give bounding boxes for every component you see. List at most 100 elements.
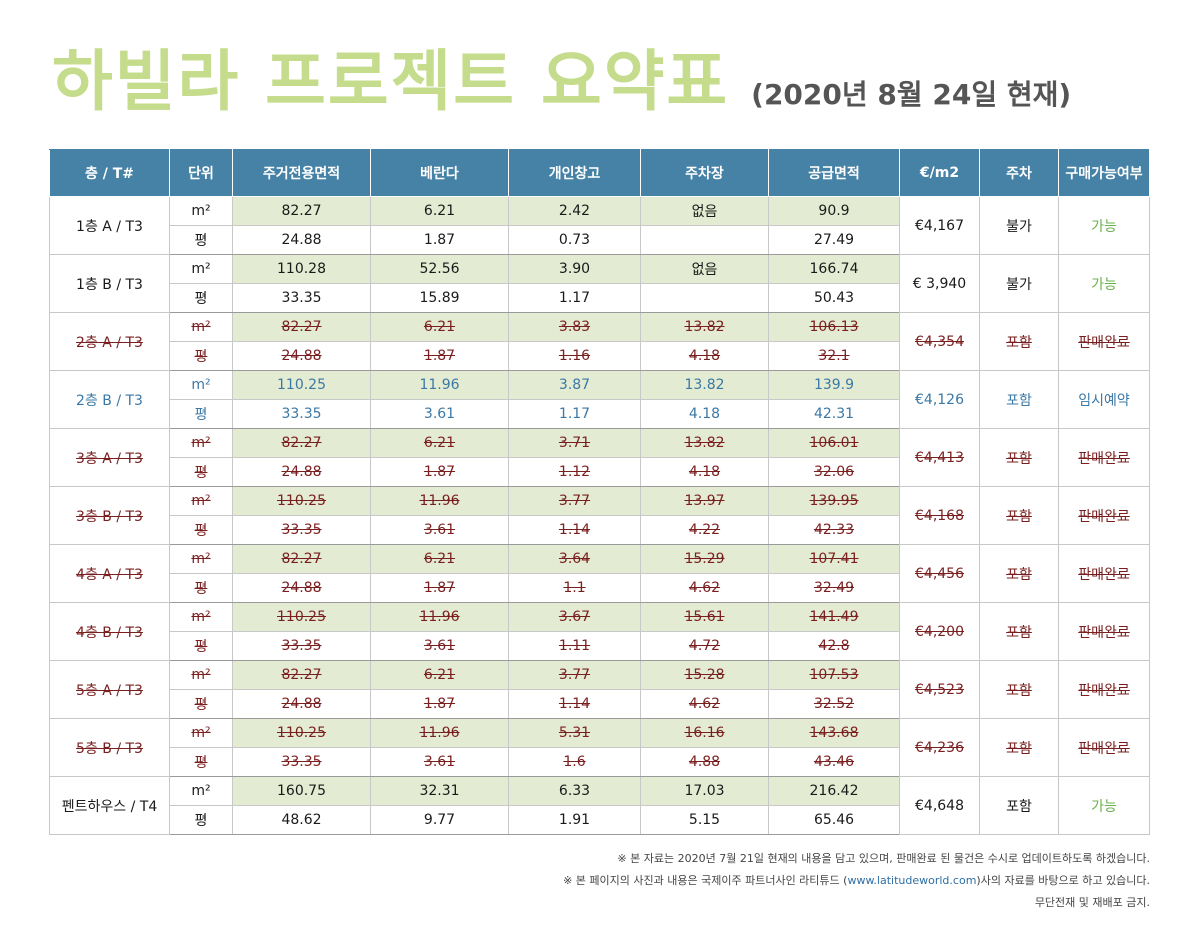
status-label: 판매완료 bbox=[1078, 682, 1130, 699]
supply-area-pyeong-cell: 42.31 bbox=[768, 399, 900, 429]
status-label: 가능 bbox=[1091, 276, 1117, 293]
veranda-m2-cell: 11.96 bbox=[370, 718, 509, 748]
table-row-m2: 3층 A / T3 m² 82.27 6.21 3.71 13.82 106.01 €4,41… bbox=[49, 428, 1150, 487]
supply-area-pyeong-cell: 65.46 bbox=[768, 805, 900, 835]
exclusive-area-m2-cell: 110.25 bbox=[232, 370, 371, 400]
table-row-m2: 펜트하우스 / T4 m² 160.75 32.31 6.33 17.03 216.42 €4… bbox=[49, 776, 1150, 835]
unit-pyeong-cell: 평 bbox=[169, 631, 233, 661]
veranda-m2-cell: 6.21 bbox=[370, 660, 509, 690]
storage-pyeong-cell: 1.1 bbox=[508, 573, 641, 603]
floor-cell: 1층 A / T3 bbox=[49, 196, 170, 255]
storage-m2-cell: 3.77 bbox=[508, 486, 641, 516]
unit-pyeong-cell: 평 bbox=[169, 689, 233, 719]
veranda-pyeong-cell: 1.87 bbox=[370, 225, 509, 255]
parking-area-m2-cell: 15.61 bbox=[640, 602, 769, 632]
supply-area-m2-cell: 107.41 bbox=[768, 544, 900, 574]
header-veranda: 베란다 bbox=[370, 149, 509, 197]
status-cell: 가능 bbox=[1058, 196, 1150, 255]
parking-area-m2-cell: 13.82 bbox=[640, 370, 769, 400]
header-floor: 층 / T# bbox=[49, 149, 170, 197]
unit-m2-cell: m² bbox=[169, 776, 233, 806]
unit-pyeong-cell: 평 bbox=[169, 399, 233, 429]
storage-m2-cell: 3.90 bbox=[508, 254, 641, 284]
storage-pyeong-cell: 1.14 bbox=[508, 689, 641, 719]
page-title: 하빌라 프로젝트 요약표 (2020년 8월 24일 현재) bbox=[52, 28, 1071, 120]
note-update: ※ 본 자료는 2020년 7월 21일 현재의 내용을 담고 있으며, 판매완… bbox=[617, 852, 1150, 865]
parking-area-m2-cell: 없음 bbox=[640, 254, 769, 284]
status-cell: 판매완료 bbox=[1058, 718, 1150, 777]
storage-pyeong-cell: 0.73 bbox=[508, 225, 641, 255]
parking-cell: 포함 bbox=[979, 544, 1059, 603]
unit-pyeong-cell: 평 bbox=[169, 747, 233, 777]
supply-area-pyeong-cell: 32.52 bbox=[768, 689, 900, 719]
exclusive-area-pyeong-cell: 33.35 bbox=[232, 747, 371, 777]
status-cell: 판매완료 bbox=[1058, 660, 1150, 719]
unit-m2-cell: m² bbox=[169, 718, 233, 748]
price-cell: €4,523 bbox=[899, 660, 980, 719]
floor-cell: 2층 A / T3 bbox=[49, 312, 170, 371]
status-cell: 판매완료 bbox=[1058, 602, 1150, 661]
veranda-pyeong-cell: 1.87 bbox=[370, 457, 509, 487]
storage-m2-cell: 3.83 bbox=[508, 312, 641, 342]
exclusive-area-m2-cell: 82.27 bbox=[232, 660, 371, 690]
parking-cell: 불가 bbox=[979, 254, 1059, 313]
storage-m2-cell: 2.42 bbox=[508, 196, 641, 226]
exclusive-area-pyeong-cell: 33.35 bbox=[232, 283, 371, 313]
header-unit: 단위 bbox=[169, 149, 233, 197]
table-row-m2: 4층 A / T3 m² 82.27 6.21 3.64 15.29 107.41 €4,45… bbox=[49, 544, 1150, 603]
parking-area-pyeong-cell bbox=[640, 283, 769, 313]
exclusive-area-pyeong-cell: 33.35 bbox=[232, 515, 371, 545]
veranda-m2-cell: 6.21 bbox=[370, 312, 509, 342]
veranda-m2-cell: 6.21 bbox=[370, 196, 509, 226]
summary-table: 층 / T# 단위 주거전용면적 베란다 개인창고 주차장 공급면적 €/m2 … bbox=[49, 149, 1150, 835]
floor-cell: 5층 B / T3 bbox=[49, 718, 170, 777]
supply-area-pyeong-cell: 27.49 bbox=[768, 225, 900, 255]
exclusive-area-pyeong-cell: 48.62 bbox=[232, 805, 371, 835]
header-parking: 주차 bbox=[979, 149, 1059, 197]
veranda-pyeong-cell: 3.61 bbox=[370, 515, 509, 545]
veranda-pyeong-cell: 15.89 bbox=[370, 283, 509, 313]
veranda-m2-cell: 32.31 bbox=[370, 776, 509, 806]
veranda-pyeong-cell: 1.87 bbox=[370, 573, 509, 603]
supply-area-m2-cell: 216.42 bbox=[768, 776, 900, 806]
price-cell: €4,168 bbox=[899, 486, 980, 545]
unit-pyeong-cell: 평 bbox=[169, 225, 233, 255]
veranda-pyeong-cell: 1.87 bbox=[370, 341, 509, 371]
parking-area-m2-cell: 13.82 bbox=[640, 428, 769, 458]
header-parking-area: 주차장 bbox=[640, 149, 769, 197]
header-exclusive-area: 주거전용면적 bbox=[232, 149, 371, 197]
parking-area-m2-cell: 17.03 bbox=[640, 776, 769, 806]
price-cell: €4,167 bbox=[899, 196, 980, 255]
veranda-m2-cell: 6.21 bbox=[370, 544, 509, 574]
exclusive-area-pyeong-cell: 24.88 bbox=[232, 341, 371, 371]
exclusive-area-m2-cell: 82.27 bbox=[232, 312, 371, 342]
source-link[interactable]: www.latitudeworld.com bbox=[847, 874, 977, 887]
status-label: 판매완료 bbox=[1078, 508, 1130, 525]
unit-pyeong-cell: 평 bbox=[169, 805, 233, 835]
exclusive-area-m2-cell: 110.25 bbox=[232, 602, 371, 632]
unit-pyeong-cell: 평 bbox=[169, 515, 233, 545]
parking-cell: 포함 bbox=[979, 486, 1059, 545]
parking-area-pyeong-cell: 4.72 bbox=[640, 631, 769, 661]
parking-cell: 포함 bbox=[979, 370, 1059, 429]
parking-area-pyeong-cell: 5.15 bbox=[640, 805, 769, 835]
table-row-m2: 2층 B / T3 m² 110.25 11.96 3.87 13.82 139.9 €4,1… bbox=[49, 370, 1150, 429]
supply-area-m2-cell: 141.49 bbox=[768, 602, 900, 632]
parking-area-m2-cell: 15.28 bbox=[640, 660, 769, 690]
storage-m2-cell: 3.67 bbox=[508, 602, 641, 632]
status-label: 가능 bbox=[1091, 798, 1117, 815]
parking-area-pyeong-cell: 4.18 bbox=[640, 341, 769, 371]
unit-m2-cell: m² bbox=[169, 196, 233, 226]
supply-area-pyeong-cell: 42.33 bbox=[768, 515, 900, 545]
supply-area-m2-cell: 166.74 bbox=[768, 254, 900, 284]
status-label: 판매완료 bbox=[1078, 450, 1130, 467]
note-source: ※ 본 페이지의 사진과 내용은 국제이주 파트너사인 라티튜드 (www.la… bbox=[563, 870, 1150, 892]
parking-area-pyeong-cell: 4.62 bbox=[640, 573, 769, 603]
storage-pyeong-cell: 1.17 bbox=[508, 399, 641, 429]
storage-pyeong-cell: 1.11 bbox=[508, 631, 641, 661]
unit-m2-cell: m² bbox=[169, 312, 233, 342]
price-cell: €4,236 bbox=[899, 718, 980, 777]
storage-pyeong-cell: 1.91 bbox=[508, 805, 641, 835]
table-row-pyeong: 평 33.35 15.89 1.17 50.43 bbox=[50, 283, 1150, 313]
unit-m2-cell: m² bbox=[169, 428, 233, 458]
